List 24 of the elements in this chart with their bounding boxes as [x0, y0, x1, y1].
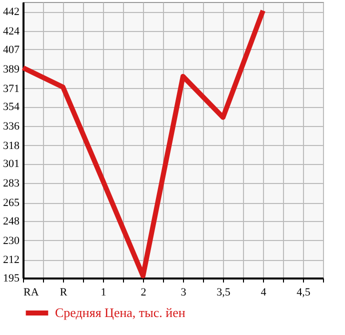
legend-label: Средняя Цена, тыс. йен — [55, 305, 186, 320]
y-tick-label: 265 — [3, 197, 20, 210]
y-tick-label: 442 — [3, 6, 20, 18]
y-tick-label: 318 — [3, 140, 20, 152]
y-tick-label: 212 — [3, 254, 20, 266]
x-tick-label: 4,5 — [296, 286, 311, 298]
x-tick-label: 1 — [100, 286, 106, 298]
y-tick-label: 371 — [3, 82, 20, 95]
x-tick-label: 3 — [180, 286, 187, 298]
y-tick-label: 195 — [3, 272, 20, 284]
x-tick-label: 2 — [140, 286, 146, 298]
x-tick-label: R — [60, 286, 68, 298]
y-tick-label: 336 — [3, 120, 20, 132]
y-tick-label: 301 — [3, 158, 20, 170]
y-tick-label: 248 — [3, 215, 20, 228]
y-tick-label: 424 — [3, 26, 20, 38]
y-tick-label: 407 — [3, 44, 20, 56]
y-tick-label: 389 — [3, 63, 20, 76]
x-tick-label: RA — [24, 286, 39, 298]
x-tick-label: 3,5 — [216, 286, 231, 298]
y-tick-label: 354 — [3, 101, 20, 114]
y-tick-label: 230 — [3, 234, 20, 247]
y-tick-label: 283 — [3, 178, 20, 190]
x-tick-label: 4 — [260, 286, 267, 298]
